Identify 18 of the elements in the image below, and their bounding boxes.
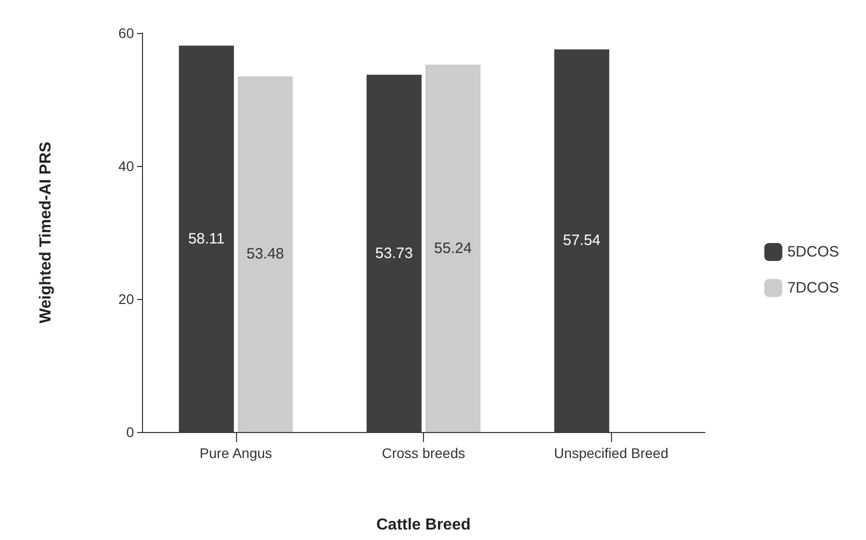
data-label: 55.24 [434, 240, 472, 257]
bar [425, 64, 480, 432]
legend-label: 5DCOS [787, 244, 840, 260]
y-tick-label: 60 [118, 25, 134, 41]
x-axis-title: Cattle Breed [376, 516, 471, 534]
y-tick-label: 0 [126, 424, 134, 440]
y-tick-label: 40 [118, 158, 134, 174]
data-label: 58.11 [188, 230, 225, 248]
legend-label: 7DCOS [787, 280, 840, 296]
data-label: 53.48 [246, 246, 284, 263]
x-tick-label: Cross breeds [382, 445, 466, 461]
bar [238, 76, 293, 432]
y-axis-title: Weighted Timed-AI PRS [38, 141, 54, 324]
x-tick-label: Unspecified Breed [554, 445, 668, 461]
y-tick-label: 20 [118, 291, 134, 307]
x-tick-label: Pure Angus [200, 445, 272, 461]
data-label: 53.73 [375, 244, 413, 262]
data-label: 57.54 [562, 232, 601, 250]
